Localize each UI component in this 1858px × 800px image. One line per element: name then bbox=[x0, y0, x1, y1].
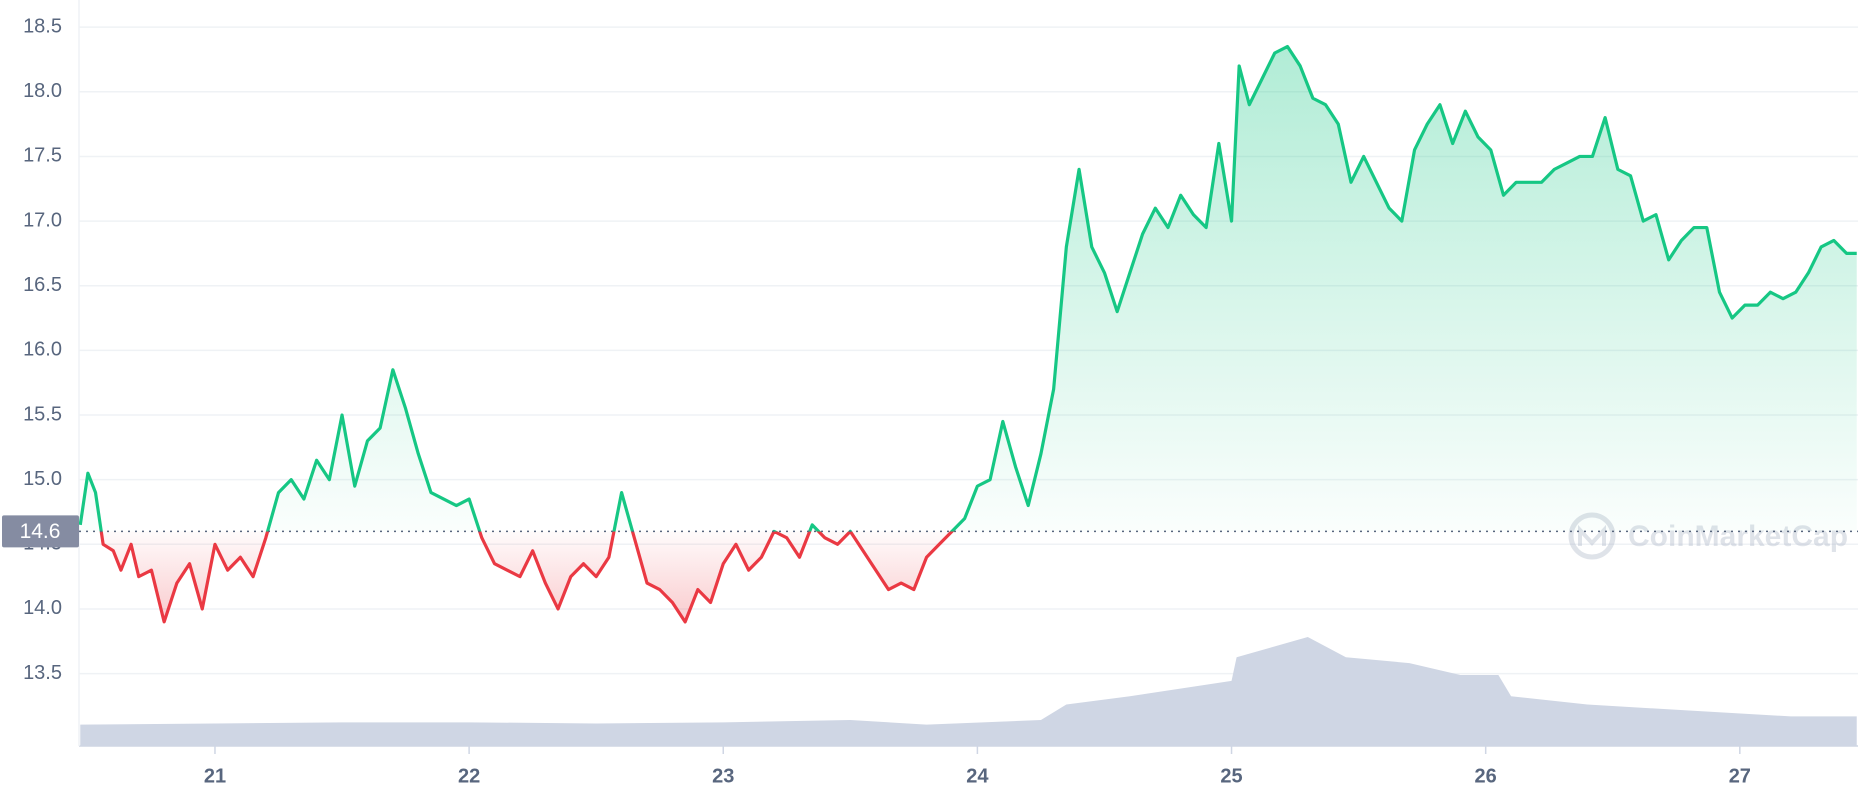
y-tick-label: 18.5 bbox=[23, 15, 62, 37]
x-tick-label: 27 bbox=[1729, 765, 1751, 787]
marks bbox=[78, 44, 1858, 746]
watermark-logo-m bbox=[1578, 524, 1606, 546]
y-tick-label: 17.0 bbox=[23, 209, 62, 231]
y-tick-label: 16.0 bbox=[23, 339, 62, 361]
x-tick-label: 24 bbox=[966, 765, 989, 787]
x-tick-label: 22 bbox=[458, 765, 480, 787]
y-tick-label: 17.5 bbox=[23, 145, 62, 167]
y-tick-label: 18.0 bbox=[23, 80, 62, 102]
labels: 13.514.014.515.015.516.016.517.017.518.0… bbox=[2, 15, 1751, 787]
x-tick-label: 26 bbox=[1475, 765, 1497, 787]
y-tick-label: 13.5 bbox=[23, 662, 62, 684]
price-line bbox=[78, 44, 1857, 624]
x-tick-label: 25 bbox=[1220, 765, 1242, 787]
price-area bbox=[80, 46, 1857, 622]
y-tick-label: 15.5 bbox=[23, 403, 62, 425]
y-tick-label: 16.5 bbox=[23, 274, 62, 296]
y-tick-label: 15.0 bbox=[23, 468, 62, 490]
baseline-label-box bbox=[2, 515, 79, 548]
volume-area bbox=[80, 637, 1857, 746]
baseline-label: 14.6 bbox=[20, 520, 61, 543]
y-tick-label: 14.0 bbox=[23, 597, 62, 619]
x-tick-label: 23 bbox=[712, 765, 734, 787]
x-tick-label: 21 bbox=[204, 765, 226, 787]
